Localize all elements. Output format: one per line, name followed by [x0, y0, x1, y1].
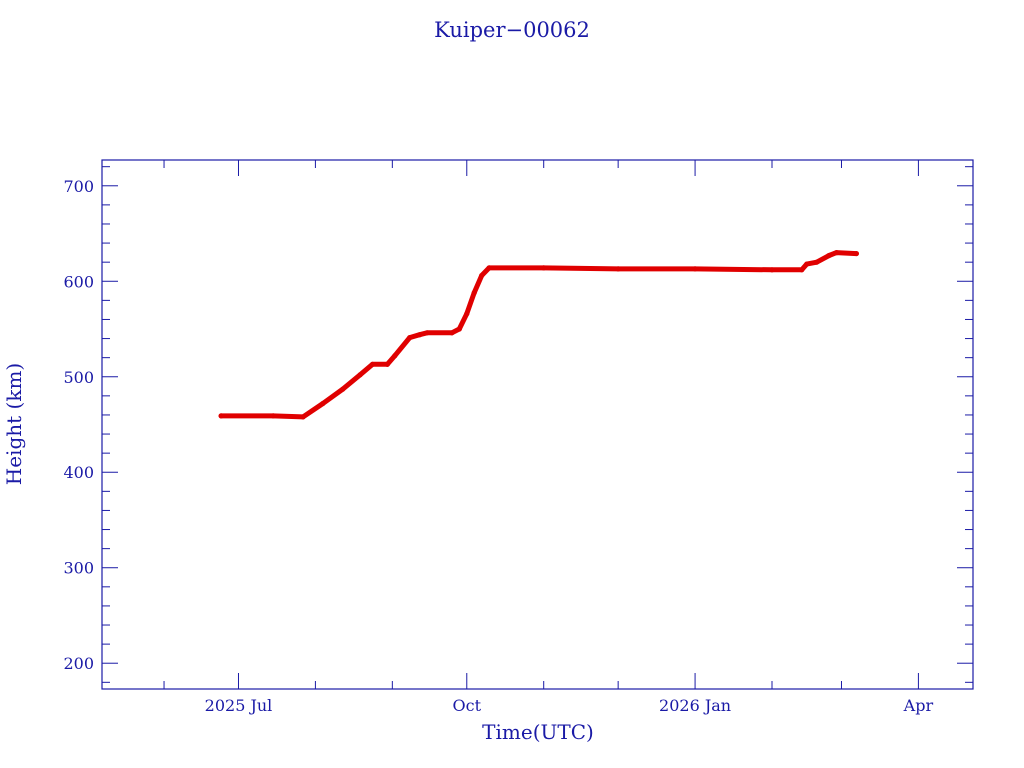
data-point — [392, 353, 398, 359]
y-tick-label: 700 — [63, 177, 94, 196]
data-point — [833, 250, 840, 256]
y-tick-label: 400 — [63, 463, 94, 482]
data-point — [320, 400, 326, 407]
plot-frame — [101, 159, 974, 690]
data-point — [826, 252, 832, 259]
data-point — [369, 361, 376, 367]
data-point — [541, 265, 547, 271]
x-tick-label: Apr — [903, 696, 934, 715]
data-point — [357, 372, 363, 378]
data-point — [218, 413, 224, 419]
data-point — [804, 261, 810, 267]
data-point — [769, 267, 775, 273]
series-line — [218, 250, 859, 420]
y-tick-label: 300 — [63, 559, 94, 578]
data-point — [449, 330, 455, 336]
data-point — [464, 311, 470, 317]
data-point — [340, 386, 346, 392]
data-point — [486, 265, 492, 271]
data-point — [692, 266, 698, 272]
data-point — [424, 330, 430, 336]
data-point — [300, 414, 306, 420]
data-point — [270, 413, 276, 419]
data-point — [471, 290, 477, 296]
chart-title: Kuiper−00062 — [434, 18, 590, 42]
data-point — [479, 272, 485, 279]
y-tick-label: 500 — [63, 368, 94, 387]
data-point — [799, 267, 805, 273]
y-tick-label: 200 — [63, 654, 94, 673]
x-tick-label: 2026 Jan — [659, 696, 731, 715]
data-point — [407, 335, 413, 341]
data-point — [417, 332, 423, 338]
data-series — [218, 250, 859, 420]
x-tick-label: 2025 Jul — [205, 696, 273, 715]
axis-ticks: 200 300 400 500 600 700 2025 Jul Oct 2026 Jan Apr — [63, 160, 973, 715]
y-tick-label: 600 — [63, 272, 94, 291]
data-point — [384, 361, 390, 367]
y-axis-label: Height (km) — [2, 363, 26, 485]
data-point — [853, 250, 859, 257]
x-axis-label: Time(UTC) — [482, 720, 594, 744]
data-point — [615, 266, 621, 272]
x-tick-label: Oct — [453, 696, 482, 715]
data-point — [456, 326, 462, 332]
data-point — [814, 259, 820, 265]
